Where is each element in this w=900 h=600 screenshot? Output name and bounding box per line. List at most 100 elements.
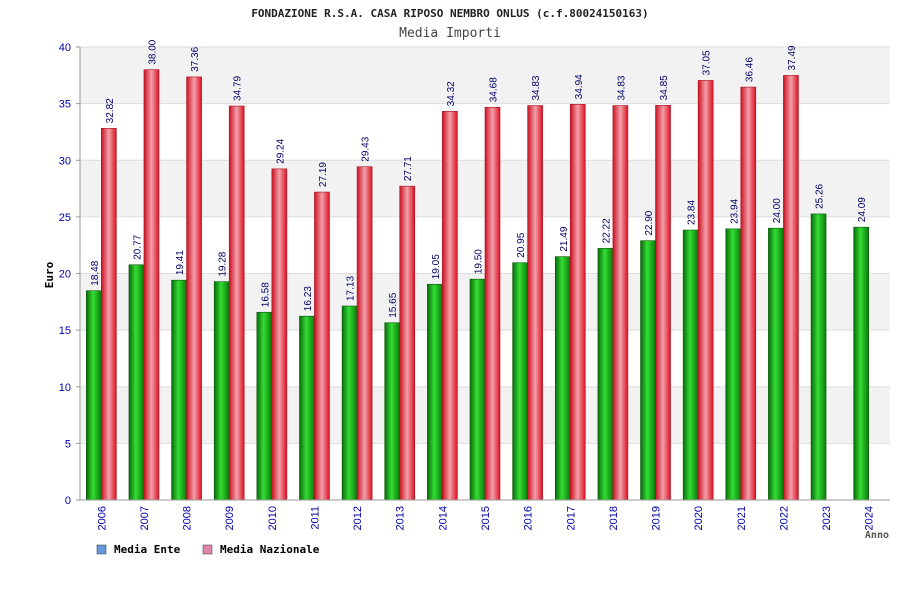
- bar-media-nazionale-2013: [399, 185, 416, 501]
- y-tick-label: 40: [59, 42, 71, 54]
- x-tick-label: 2016: [523, 506, 535, 530]
- value-label-media-nazionale-2020: 37.05: [702, 50, 713, 75]
- value-labels: 18.48 32.82 20.77 38.00 19.41 37.36 19.28 34.79…: [90, 39, 868, 318]
- value-label-media-nazionale-2009: 34.79: [233, 76, 244, 101]
- x-tick-label: 2008: [182, 506, 194, 530]
- bar-media-ente-2021: [725, 228, 742, 501]
- x-tick-label: 2011: [309, 506, 321, 530]
- bar-media-nazionale-2015: [484, 106, 501, 501]
- bar-media-ente-2014: [427, 283, 443, 501]
- bar-media-nazionale-2017: [569, 104, 586, 501]
- value-label-media-ente-2012: 17.13: [346, 276, 357, 301]
- bar-media-nazionale-2011: [314, 191, 330, 501]
- y-axis-label: Euro: [43, 261, 56, 288]
- chart-title: FONDAZIONE R.S.A. CASA RIPOSO NEMBRO ONL…: [251, 7, 648, 20]
- bar-media-ente-2017: [554, 256, 571, 501]
- y-tick-label: 10: [59, 382, 71, 394]
- value-label-media-ente-2017: 21.49: [559, 226, 570, 251]
- bar-media-nazionale-2012: [356, 166, 373, 501]
- bar-media-ente-2009: [213, 281, 230, 501]
- bar-media-nazionale-2010: [271, 168, 288, 501]
- value-label-media-ente-2006: 18.48: [90, 260, 101, 285]
- bar-media-ente-2006: [86, 290, 102, 501]
- value-label-media-ente-2011: 16.23: [303, 286, 314, 311]
- x-tick-label: 2010: [267, 506, 279, 530]
- legend: Media Ente Media Nazionale: [96, 543, 320, 556]
- bar-media-ente-2016: [512, 262, 528, 501]
- value-label-media-ente-2014: 19.05: [431, 254, 442, 279]
- legend-label-media-nazionale: Media Nazionale: [220, 543, 320, 556]
- x-tick-label: 2020: [693, 506, 705, 530]
- value-label-media-nazionale-2022: 37.49: [787, 45, 798, 70]
- value-label-media-ente-2007: 20.77: [132, 234, 143, 259]
- x-tick-label: 2012: [352, 506, 364, 530]
- y-tick-label: 20: [59, 269, 71, 281]
- bar-media-nazionale-2016: [527, 105, 543, 501]
- x-axis-label: Anno: [865, 530, 889, 541]
- value-label-media-ente-2022: 24.00: [772, 198, 783, 223]
- value-label-media-ente-2021: 23.94: [729, 198, 740, 223]
- y-tick-label: 15: [59, 325, 71, 337]
- bar-media-nazionale-2019: [655, 105, 671, 501]
- value-label-media-nazionale-2010: 29.24: [275, 138, 286, 163]
- bar-media-ente-2007: [128, 264, 145, 501]
- x-tick-label: 2022: [778, 506, 790, 530]
- y-tick-label: 25: [59, 212, 71, 224]
- bar-media-ente-2020: [682, 229, 699, 501]
- value-label-media-ente-2019: 22.90: [644, 210, 655, 235]
- value-label-media-ente-2020: 23.84: [687, 200, 698, 225]
- value-label-media-nazionale-2011: 27.19: [318, 162, 329, 187]
- x-tick-label: 2009: [224, 506, 236, 530]
- bar-media-ente-2011: [299, 315, 315, 501]
- y-tick-label: 30: [59, 155, 71, 167]
- bar-media-ente-2010: [256, 311, 273, 501]
- value-label-media-ente-2023: 25.26: [815, 183, 826, 208]
- value-label-media-nazionale-2014: 34.32: [446, 81, 457, 106]
- y-tick-label: 5: [65, 438, 71, 450]
- bar-media-nazionale-2022: [783, 75, 799, 501]
- value-label-media-nazionale-2008: 37.36: [190, 46, 201, 71]
- value-label-media-ente-2009: 19.28: [218, 251, 229, 276]
- bar-media-ente-2015: [469, 278, 486, 501]
- x-tick-label: 2019: [651, 506, 663, 530]
- bar-media-nazionale-2007: [143, 69, 160, 501]
- x-tick-label: 2024: [864, 506, 876, 530]
- value-label-media-nazionale-2019: 34.85: [659, 75, 670, 100]
- bar-media-ente-2024: [853, 226, 869, 501]
- bar-media-nazionale-2009: [228, 105, 245, 501]
- value-label-media-ente-2018: 22.22: [601, 218, 612, 243]
- bar-media-nazionale-2021: [740, 86, 757, 501]
- x-tick-label: 2006: [96, 506, 108, 530]
- y-tick-label: 0: [65, 495, 71, 507]
- legend-swatch-media-ente: [96, 544, 107, 555]
- bar-media-ente-2019: [640, 240, 656, 501]
- x-tick-label: 2023: [821, 506, 833, 530]
- bar-media-ente-2012: [341, 305, 358, 501]
- bar-media-ente-2008: [171, 279, 187, 501]
- bar-media-nazionale-2006: [101, 128, 117, 501]
- bar-media-nazionale-2018: [612, 105, 629, 501]
- x-tick-label: 2007: [139, 506, 151, 530]
- legend-label-media-ente: Media Ente: [114, 543, 181, 556]
- value-label-media-nazionale-2021: 36.46: [744, 57, 755, 82]
- value-label-media-ente-2008: 19.41: [175, 250, 186, 275]
- value-label-media-ente-2024: 24.09: [857, 197, 868, 222]
- value-label-media-ente-2016: 20.95: [516, 232, 527, 257]
- bar-media-ente-2022: [768, 227, 784, 501]
- x-tick-label: 2017: [565, 506, 577, 530]
- x-axis-ticks: 2006 2007 2008 2009 2010 2011 2012 2013 2014 2015…: [96, 506, 875, 530]
- legend-swatch-media-nazionale: [202, 544, 213, 555]
- value-label-media-ente-2013: 15.65: [388, 292, 399, 317]
- bar-media-nazionale-2020: [697, 80, 714, 501]
- bar-media-nazionale-2014: [442, 111, 458, 501]
- value-label-media-ente-2015: 19.50: [474, 249, 485, 274]
- chart-subtitle: Media Importi: [399, 26, 501, 41]
- value-label-media-ente-2010: 16.58: [260, 282, 271, 307]
- y-tick-label: 35: [59, 99, 71, 111]
- value-label-media-nazionale-2007: 38.00: [147, 39, 158, 64]
- y-axis-ticks: 0 5 10 15 20 25 30 35 40: [59, 42, 80, 507]
- value-label-media-nazionale-2012: 29.43: [361, 136, 372, 161]
- value-label-media-nazionale-2018: 34.83: [616, 75, 627, 100]
- x-tick-label: 2018: [608, 506, 620, 530]
